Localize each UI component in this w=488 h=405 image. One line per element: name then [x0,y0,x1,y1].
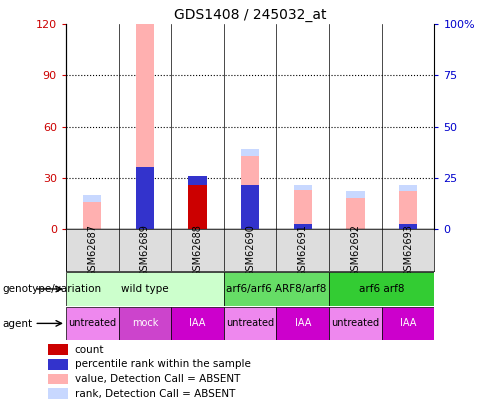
Bar [399,224,417,229]
Bar [171,307,224,340]
Text: GSM62687: GSM62687 [87,224,97,277]
Bar [48,359,68,369]
Text: wild type: wild type [121,284,169,294]
Bar [241,185,259,229]
Text: GSM62689: GSM62689 [140,224,150,277]
Text: GSM62691: GSM62691 [298,224,308,277]
Bar [188,222,207,229]
Bar [329,307,382,340]
Text: untreated: untreated [226,318,274,328]
Bar [83,195,102,202]
Bar [241,149,259,229]
Bar [241,149,259,156]
Text: mock: mock [132,318,158,328]
Bar [346,191,365,198]
Bar [293,224,312,229]
Bar [136,24,154,229]
Text: untreated: untreated [68,318,116,328]
Bar [224,307,276,340]
Bar [136,168,154,229]
Text: value, Detection Call = ABSENT: value, Detection Call = ABSENT [75,374,240,384]
Text: IAA: IAA [400,318,416,328]
Bar [382,307,434,340]
Bar [66,307,119,340]
Bar [66,272,224,306]
Text: count: count [75,345,104,354]
Text: GSM62688: GSM62688 [192,224,203,277]
Text: GSM62690: GSM62690 [245,224,255,277]
Bar [48,344,68,355]
Bar [276,307,329,340]
Bar [83,195,102,229]
Bar [399,185,417,191]
Text: IAA: IAA [189,318,205,328]
Bar [188,185,207,229]
Text: genotype/variation: genotype/variation [2,284,102,294]
Bar [119,307,171,340]
Bar [224,272,329,306]
Bar [329,272,434,306]
Text: percentile rank within the sample: percentile rank within the sample [75,359,250,369]
Text: arf6 arf8: arf6 arf8 [359,284,405,294]
Text: arf6/arf6 ARF8/arf8: arf6/arf6 ARF8/arf8 [226,284,326,294]
Title: GDS1408 / 245032_at: GDS1408 / 245032_at [174,8,326,22]
Text: agent: agent [2,319,33,328]
Text: untreated: untreated [331,318,380,328]
Bar [188,176,207,185]
Bar [293,185,312,190]
Bar [399,185,417,229]
Text: GSM62693: GSM62693 [403,224,413,277]
Bar [48,374,68,384]
Text: rank, Detection Call = ABSENT: rank, Detection Call = ABSENT [75,389,235,399]
Bar [293,185,312,229]
Text: GSM62692: GSM62692 [350,224,360,277]
Text: IAA: IAA [295,318,311,328]
Bar [48,388,68,399]
Bar [346,191,365,229]
